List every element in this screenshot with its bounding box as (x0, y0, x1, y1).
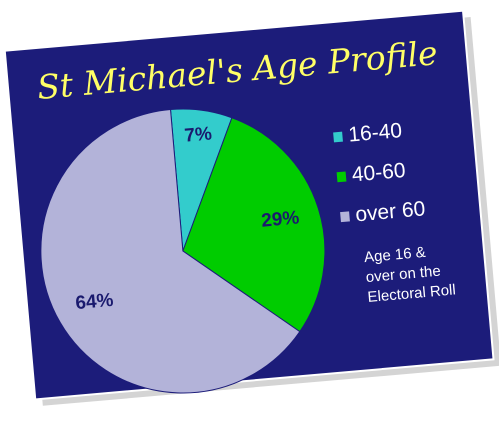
legend-label: 40-60 (351, 159, 407, 187)
legend-swatch (333, 132, 343, 143)
slice-label: 29% (260, 207, 300, 231)
page: {"chart_data": {"type": "pie", "title": … (0, 0, 499, 426)
slide: St Michael's Age Profile 7%29%64% 16-404… (5, 10, 499, 406)
slice-label: 64% (75, 290, 115, 314)
slice-label: 7% (184, 123, 213, 146)
legend-swatch (337, 172, 347, 183)
legend-swatch (340, 211, 350, 222)
legend-label: 16-40 (347, 119, 403, 147)
chart: St Michael's Age Profile 7%29%64% 16-404… (0, 0, 499, 426)
